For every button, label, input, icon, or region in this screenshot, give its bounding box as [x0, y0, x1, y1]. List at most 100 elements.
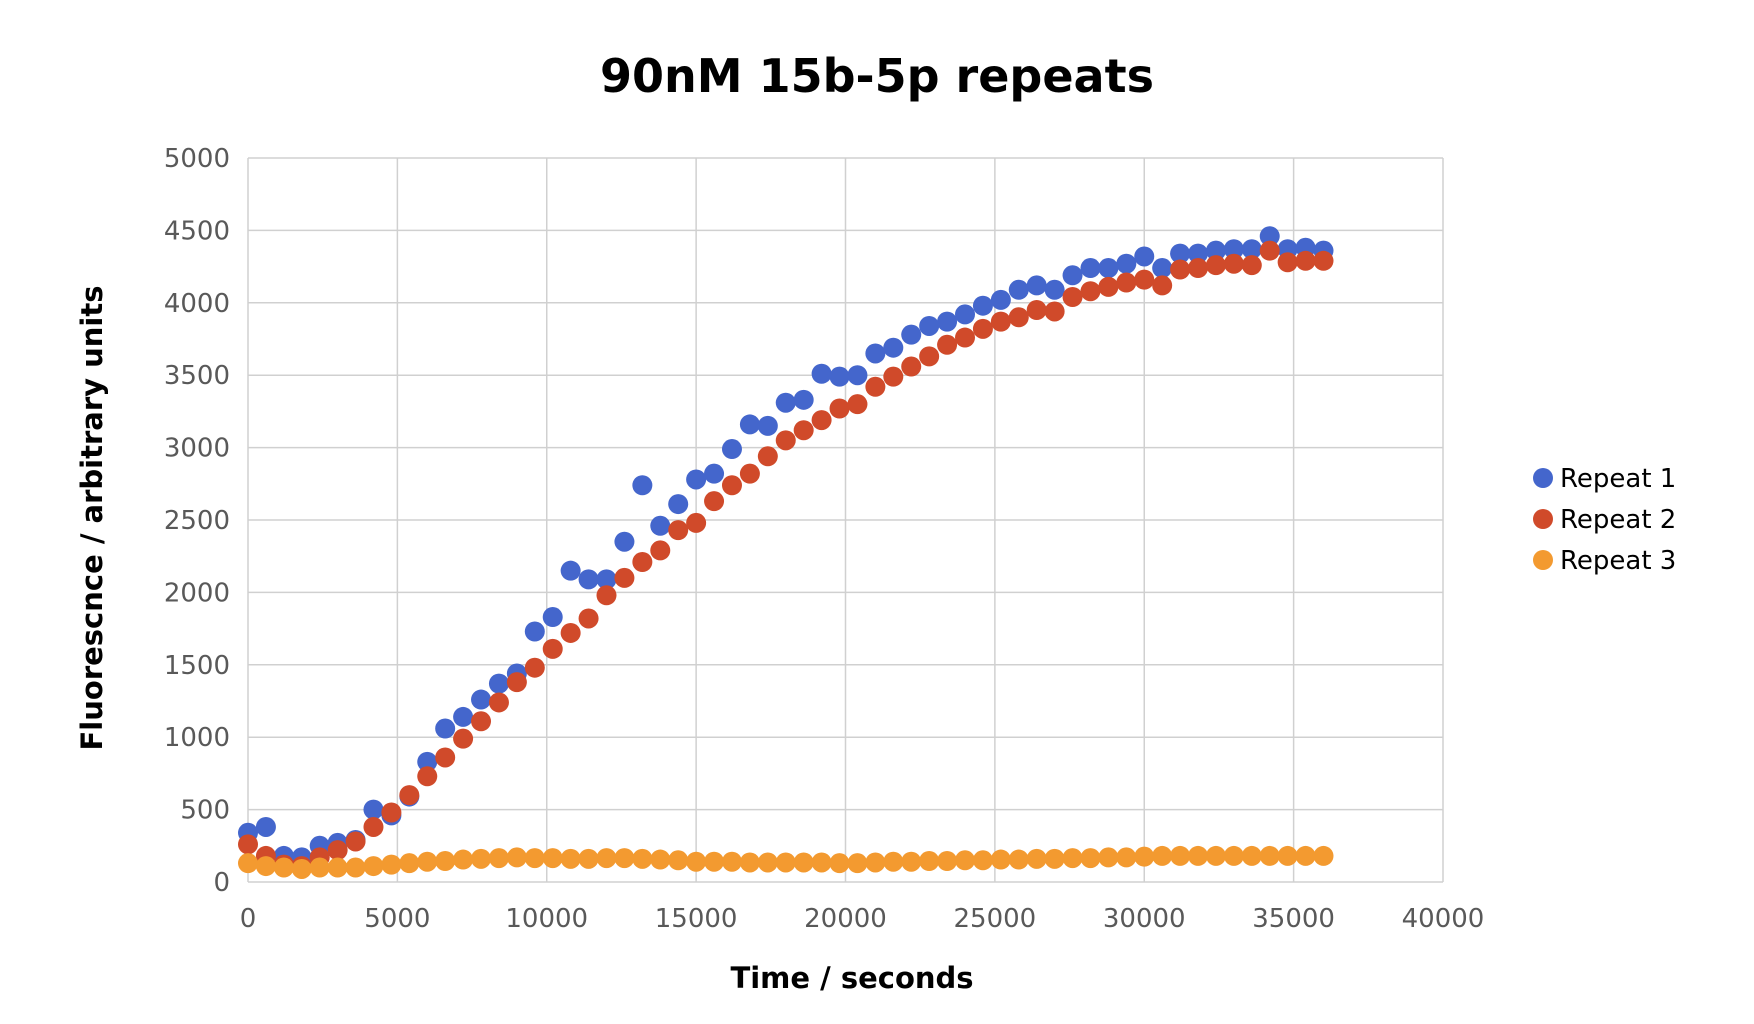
- grid: [247, 157, 1444, 883]
- data-point: [1098, 276, 1119, 297]
- x-tick-label: 10000: [505, 904, 588, 934]
- data-point: [721, 475, 742, 496]
- data-point: [829, 398, 850, 419]
- x-tick-label: 0: [240, 904, 257, 934]
- data-point: [1062, 287, 1083, 308]
- data-point: [1223, 845, 1244, 866]
- data-point: [1188, 258, 1209, 279]
- data-point: [937, 311, 958, 332]
- data-point: [668, 494, 689, 515]
- series: [238, 226, 1334, 879]
- x-tick-label: 25000: [954, 904, 1037, 934]
- data-point: [542, 607, 563, 628]
- data-point: [578, 848, 599, 869]
- data-point: [757, 415, 778, 436]
- x-tick-label: 30000: [1103, 904, 1186, 934]
- data-point: [1170, 845, 1191, 866]
- data-point: [811, 852, 832, 873]
- data-point: [847, 394, 868, 415]
- data-point: [363, 816, 384, 837]
- data-point: [1116, 253, 1137, 274]
- data-point: [506, 672, 527, 693]
- data-point: [883, 337, 904, 358]
- data-point: [471, 711, 492, 732]
- data-point: [1080, 848, 1101, 869]
- data-point: [901, 324, 922, 345]
- data-point: [471, 848, 492, 869]
- data-point: [883, 851, 904, 872]
- data-point: [865, 343, 886, 364]
- data-point: [363, 856, 384, 877]
- legend-label: Repeat 3: [1560, 546, 1676, 576]
- data-point: [614, 848, 635, 869]
- legend-label: Repeat 1: [1560, 464, 1676, 494]
- data-point: [1170, 243, 1191, 264]
- data-point: [1223, 239, 1244, 260]
- data-point: [739, 463, 760, 484]
- data-point: [829, 853, 850, 874]
- y-tick-label: 0: [213, 868, 230, 898]
- data-point: [1044, 301, 1065, 322]
- data-point: [1116, 847, 1137, 868]
- data-point: [972, 318, 993, 339]
- data-point: [793, 420, 814, 441]
- data-point: [704, 851, 725, 872]
- data-point: [937, 334, 958, 355]
- legend-label: Repeat 2: [1560, 505, 1676, 535]
- data-point: [775, 430, 796, 451]
- data-point: [990, 311, 1011, 332]
- data-point: [488, 692, 509, 713]
- data-point: [488, 673, 509, 694]
- data-point: [238, 834, 258, 855]
- data-point: [1026, 275, 1047, 296]
- data-point: [632, 848, 653, 869]
- data-point: [757, 852, 778, 873]
- data-point: [1134, 846, 1155, 867]
- data-point: [1241, 255, 1262, 276]
- data-point: [1134, 269, 1155, 290]
- data-point: [686, 512, 707, 533]
- legend-item: Repeat 1: [1533, 464, 1676, 494]
- y-tick-label: 3500: [164, 361, 230, 391]
- data-point: [865, 852, 886, 873]
- x-tick-label: 5000: [364, 904, 430, 934]
- data-point: [435, 718, 456, 739]
- y-tick-label: 2500: [164, 506, 230, 536]
- data-point: [686, 851, 707, 872]
- data-point: [972, 850, 993, 871]
- data-point: [1152, 845, 1173, 866]
- data-point: [327, 857, 348, 878]
- data-point: [524, 848, 545, 869]
- data-point: [417, 751, 438, 772]
- data-point: [417, 766, 438, 787]
- data-point: [829, 366, 850, 387]
- y-tick-label: 4500: [164, 216, 230, 246]
- data-point: [990, 849, 1011, 870]
- data-point: [255, 856, 276, 877]
- data-point: [596, 569, 617, 590]
- data-point: [291, 858, 312, 879]
- x-tick-label: 40000: [1402, 904, 1485, 934]
- data-point: [739, 852, 760, 873]
- data-point: [1026, 848, 1047, 869]
- data-point: [775, 852, 796, 873]
- data-point: [1062, 265, 1083, 286]
- legend-item: Repeat 2: [1533, 505, 1676, 535]
- data-point: [955, 850, 975, 871]
- chart-title: 90nM 15b-5p repeats: [600, 49, 1154, 103]
- data-point: [1152, 275, 1173, 296]
- data-point: [1295, 250, 1316, 271]
- y-tick-label: 1500: [164, 651, 230, 681]
- data-point: [399, 853, 420, 874]
- data-point: [919, 851, 940, 872]
- data-point: [650, 849, 671, 870]
- data-point: [1008, 307, 1029, 328]
- data-point: [1134, 246, 1155, 267]
- data-point: [1170, 259, 1191, 280]
- data-point: [632, 475, 653, 496]
- data-point: [381, 854, 402, 875]
- data-point: [435, 747, 456, 768]
- data-point: [704, 491, 725, 512]
- data-point: [811, 363, 832, 384]
